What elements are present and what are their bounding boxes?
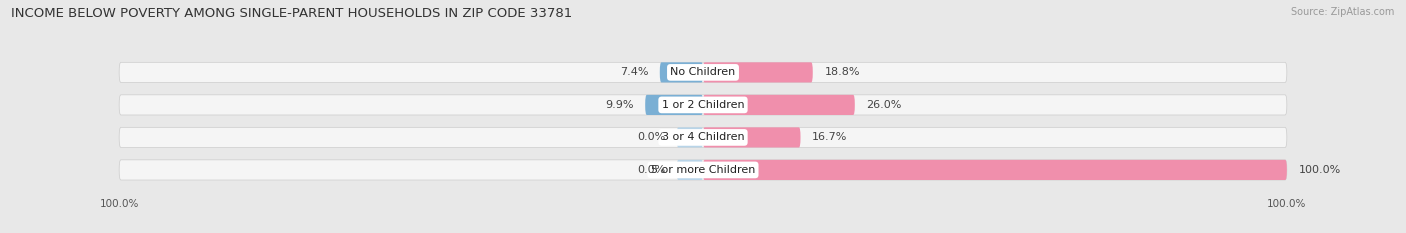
FancyBboxPatch shape <box>120 95 1286 115</box>
Text: 5 or more Children: 5 or more Children <box>651 165 755 175</box>
FancyBboxPatch shape <box>645 95 703 115</box>
Text: 18.8%: 18.8% <box>824 67 860 77</box>
FancyBboxPatch shape <box>676 160 703 180</box>
Text: 7.4%: 7.4% <box>620 67 648 77</box>
FancyBboxPatch shape <box>120 62 1286 82</box>
FancyBboxPatch shape <box>703 160 1286 180</box>
Text: Source: ZipAtlas.com: Source: ZipAtlas.com <box>1291 7 1395 17</box>
Text: 1 or 2 Children: 1 or 2 Children <box>662 100 744 110</box>
Text: 16.7%: 16.7% <box>813 132 848 142</box>
FancyBboxPatch shape <box>703 95 855 115</box>
Text: INCOME BELOW POVERTY AMONG SINGLE-PARENT HOUSEHOLDS IN ZIP CODE 33781: INCOME BELOW POVERTY AMONG SINGLE-PARENT… <box>11 7 572 20</box>
FancyBboxPatch shape <box>120 160 1286 180</box>
Text: 100.0%: 100.0% <box>1299 165 1341 175</box>
FancyBboxPatch shape <box>676 127 703 147</box>
FancyBboxPatch shape <box>703 127 800 147</box>
Text: 9.9%: 9.9% <box>605 100 634 110</box>
Text: No Children: No Children <box>671 67 735 77</box>
FancyBboxPatch shape <box>659 62 703 82</box>
Text: 26.0%: 26.0% <box>866 100 901 110</box>
Text: 3 or 4 Children: 3 or 4 Children <box>662 132 744 142</box>
Text: 0.0%: 0.0% <box>637 165 665 175</box>
FancyBboxPatch shape <box>120 127 1286 147</box>
FancyBboxPatch shape <box>703 62 813 82</box>
Text: 0.0%: 0.0% <box>637 132 665 142</box>
